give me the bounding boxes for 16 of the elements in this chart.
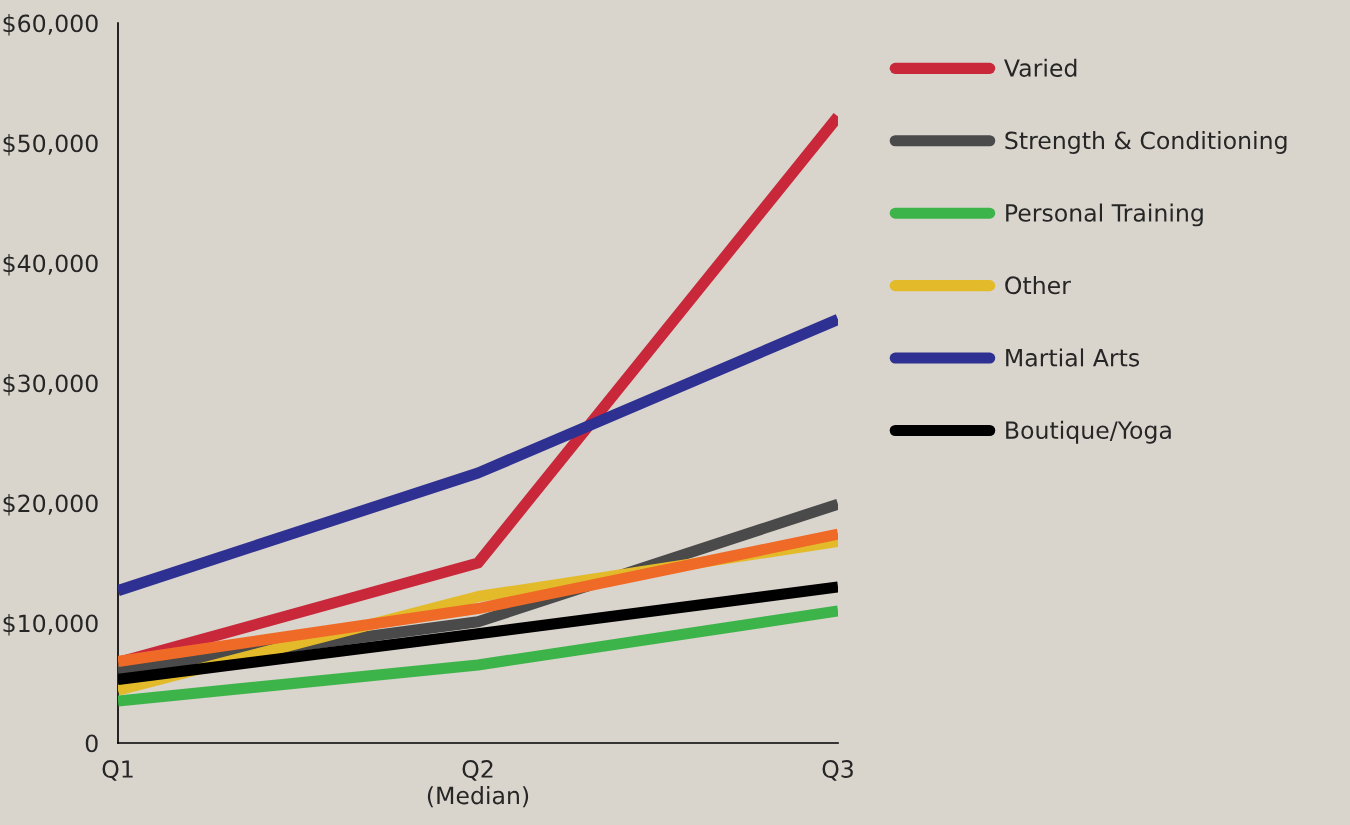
legend-label: Boutique/Yoga [1006,420,1171,444]
legend-label: Varied [1004,58,1077,77]
y-tick-label: $50,000 [3,134,98,156]
legend-label: Strength & Conditioning [1005,131,1287,154]
x-tick-label: Q1 [102,760,133,781]
y-tick-label: $30,000 [3,374,98,396]
legend-label: Martial Arts [1006,348,1140,367]
y-tick-label: $60,000 [3,14,98,36]
x-tick-label: Q2 (Median) [427,760,529,808]
y-tick-label: $20,000 [3,494,98,516]
y-tick-label: 0 [85,734,98,753]
legend-label: Personal Training [1006,203,1203,227]
y-tick-label: $40,000 [3,254,98,276]
legend-label: Other [1005,275,1071,295]
y-tick-label: $10,000 [3,614,98,636]
x-tick-label: Q3 [822,760,853,781]
